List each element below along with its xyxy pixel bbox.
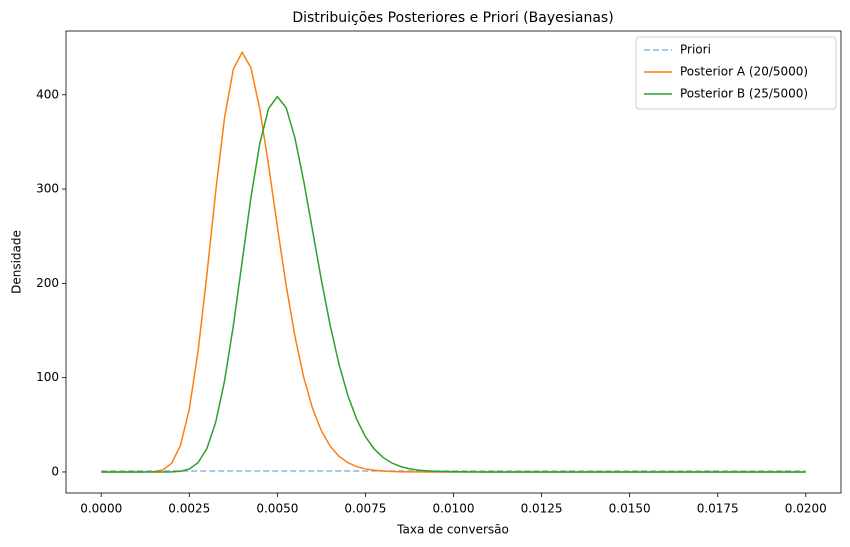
legend-box xyxy=(635,36,837,110)
x-tick-label: 0.0025 xyxy=(168,502,210,516)
axes-frame xyxy=(65,30,842,494)
x-tick-label: 0.0175 xyxy=(697,502,739,516)
legend-label: Posterior B (25/5000) xyxy=(680,87,808,101)
x-tick-label: 0.0150 xyxy=(609,502,651,516)
x-axis-label: Taxa de conversão xyxy=(396,523,509,537)
legend: Priori Posterior A (20/5000) Posterior B (… xyxy=(635,36,837,110)
chart-title: Distribuições Posteriores e Priori (Baye… xyxy=(292,10,613,26)
y-tick-label: 300 xyxy=(36,182,59,196)
y-tick-label: 100 xyxy=(36,370,59,384)
series-line xyxy=(101,50,806,473)
y-tick-label: 0 xyxy=(51,464,59,478)
x-tick-label: 0.0050 xyxy=(256,502,298,516)
y-axis-label: Densidade xyxy=(10,230,24,294)
legend-label: Priori xyxy=(680,43,711,57)
x-tick-label: 0.0000 xyxy=(80,502,122,516)
x-tick-label: 0.0075 xyxy=(344,502,386,516)
y-tick-label: 200 xyxy=(36,276,59,290)
series-line xyxy=(101,95,806,473)
legend-label: Posterior A (20/5000) xyxy=(680,65,808,79)
x-tick-label: 0.0125 xyxy=(521,502,563,516)
x-tick-label: 0.0200 xyxy=(785,502,827,516)
x-tick-label: 0.0100 xyxy=(433,502,475,516)
y-tick-label: 400 xyxy=(36,87,59,101)
